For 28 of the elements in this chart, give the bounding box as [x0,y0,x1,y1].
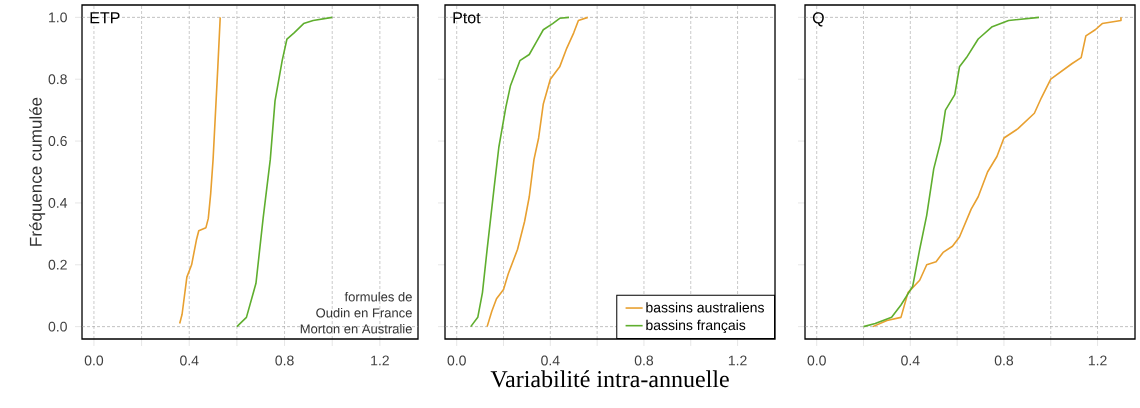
chart-title: ETP [90,12,120,24]
x-tick-label: 0.4 [901,355,920,366]
x-tick-label: 0.8 [275,355,294,366]
x-tick-label: 0.8 [994,355,1014,366]
y-tick-label: 0.0 [48,321,67,332]
annotation: Morton en Australie [300,323,412,334]
y-axis-title: Fréquence cumulée [29,97,46,246]
x-tick-label: 0.0 [84,355,104,366]
chart-title: Ptot [453,12,481,24]
annotation: Oudin en France [316,307,412,318]
y-tick-label: 1.0 [49,12,67,23]
chart-title: Q [812,12,824,27]
y-tick-label: 0.6 [48,136,67,147]
y-tick-label: 0.8 [48,74,67,85]
y-tick-label: 0.4 [48,197,68,208]
x-tick-label: 0.0 [447,355,466,366]
annotation: formules de [344,291,412,302]
x-tick-label: 1.2 [1088,355,1107,366]
x-tick-label: 1.2 [728,355,747,366]
x-axis-title: Variabilité intra-annuelle [490,370,729,388]
x-tick-label: 0.4 [180,355,199,366]
x-tick-label: 1.2 [371,355,389,366]
x-tick-label: 0.0 [807,355,826,366]
x-tick-label: 0.4 [541,355,560,366]
legend-label: bassins français [646,319,746,333]
legend-label: bassins australiens [646,302,764,313]
x-tick-label: 0.8 [634,355,654,366]
y-tick-label: 0.2 [48,259,67,270]
